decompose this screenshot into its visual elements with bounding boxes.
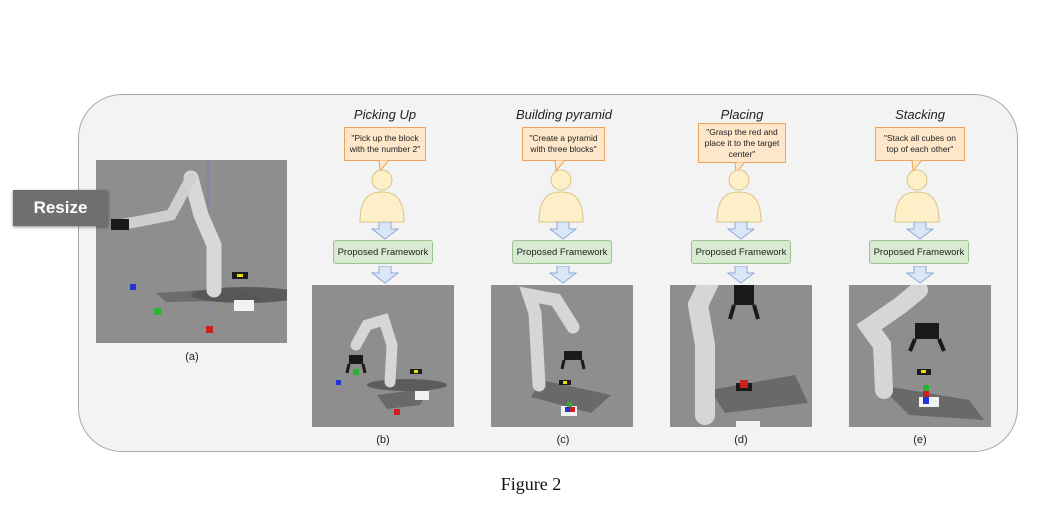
scene-image-b bbox=[312, 285, 454, 427]
person-icon bbox=[359, 169, 405, 223]
column-title-picking-up: Picking Up bbox=[353, 107, 417, 122]
down-arrow-icon bbox=[727, 222, 755, 240]
instruction-bubble-c: "Create a pyramid with three blocks" bbox=[522, 127, 605, 161]
subfigure-label-c: (c) bbox=[556, 434, 570, 446]
down-arrow-icon bbox=[371, 222, 399, 240]
framework-box-e: Proposed Framework bbox=[869, 240, 969, 264]
down-arrow-icon bbox=[906, 222, 934, 240]
column-title-stacking: Stacking bbox=[895, 107, 945, 122]
initial-scene-image bbox=[96, 160, 287, 343]
subfigure-label-a: (a) bbox=[185, 351, 199, 363]
person-icon bbox=[894, 169, 940, 223]
down-arrow-icon bbox=[549, 222, 577, 240]
person-icon bbox=[538, 169, 584, 223]
column-title-building-pyramid: Building pyramid bbox=[515, 107, 613, 122]
figure-caption: Figure 2 bbox=[500, 474, 562, 494]
framework-box-b: Proposed Framework bbox=[333, 240, 433, 264]
down-arrow-icon bbox=[906, 266, 934, 284]
down-arrow-icon bbox=[727, 266, 755, 284]
instruction-bubble-b: "Pick up the block with the number 2" bbox=[344, 127, 426, 161]
subfigure-label-e: (e) bbox=[913, 434, 927, 446]
subfigure-label-d: (d) bbox=[734, 434, 748, 446]
bubble-tail-c bbox=[554, 160, 566, 172]
resize-button[interactable]: Resize bbox=[13, 190, 108, 226]
scene-image-d bbox=[670, 285, 812, 427]
bubble-tail-b bbox=[378, 160, 390, 172]
bubble-tail-e bbox=[911, 160, 923, 172]
framework-box-d: Proposed Framework bbox=[691, 240, 791, 264]
framework-box-c: Proposed Framework bbox=[512, 240, 612, 264]
subfigure-label-b: (b) bbox=[376, 434, 390, 446]
instruction-bubble-e: "Stack all cubes on top of each other" bbox=[875, 127, 965, 161]
scene-image-c bbox=[491, 285, 633, 427]
down-arrow-icon bbox=[371, 266, 399, 284]
scene-image-e bbox=[849, 285, 991, 427]
instruction-bubble-d: "Grasp the red and place it to the targe… bbox=[698, 123, 786, 163]
person-icon bbox=[716, 169, 762, 223]
down-arrow-icon bbox=[549, 266, 577, 284]
column-title-placing: Placing bbox=[720, 107, 764, 122]
